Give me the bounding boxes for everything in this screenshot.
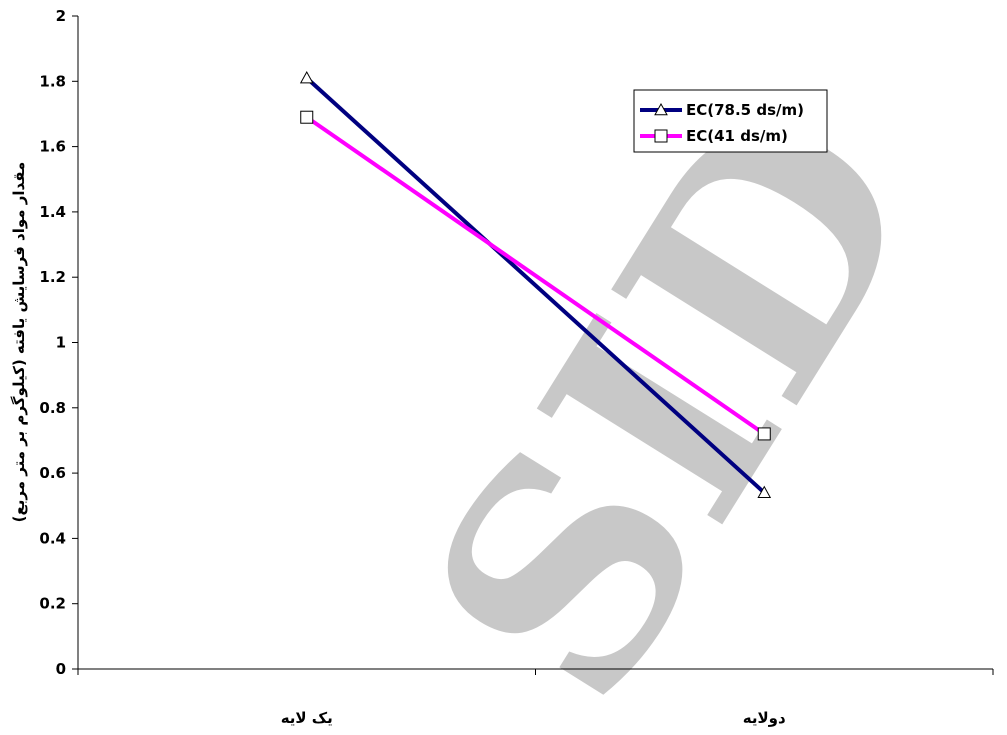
y-tick-label: 2 — [56, 7, 66, 25]
square-marker — [757, 427, 771, 441]
y-tick-label: 0 — [56, 660, 66, 678]
series-line — [305, 115, 766, 436]
y-tick-label: 1.2 — [39, 268, 66, 286]
legend-label: EC(41 ds/m) — [686, 127, 788, 145]
y-tick-label: 1.8 — [39, 72, 66, 90]
legend: EC(78.5 ds/m) EC(41 ds/m) — [633, 89, 828, 153]
legend-square-marker — [654, 129, 668, 143]
y-tick-label: 1.6 — [39, 138, 66, 156]
x-ticks: یک لایه دولایه — [77, 669, 994, 727]
y-tick-label: 1 — [56, 334, 66, 352]
square-marker — [300, 110, 314, 124]
legend-label: EC(78.5 ds/m) — [686, 101, 804, 119]
y-tick-label: 1.4 — [39, 203, 66, 221]
y-axis-title: مقدار مواد فرسایش یافته (کیلوگرم بر متر … — [10, 162, 28, 523]
triangle-marker — [757, 485, 772, 498]
y-tick-label: 0.6 — [39, 464, 66, 482]
y-tick-label: 0.4 — [39, 529, 66, 547]
series-lines — [305, 76, 766, 495]
x-category-label: دولایه — [743, 709, 786, 727]
y-tick-label: 0.2 — [39, 595, 66, 613]
series-line — [305, 76, 766, 495]
x-category-label: یک لایه — [281, 709, 333, 727]
legend-box — [633, 89, 828, 153]
y-ticks: 0 0.2 0.4 0.6 0.8 1 1.2 1.4 1.6 1.8 2 — [39, 7, 78, 678]
legend-triangle-marker — [654, 102, 668, 116]
y-tick-label: 0.8 — [39, 399, 66, 417]
series-markers — [299, 71, 772, 498]
triangle-marker — [299, 71, 314, 84]
